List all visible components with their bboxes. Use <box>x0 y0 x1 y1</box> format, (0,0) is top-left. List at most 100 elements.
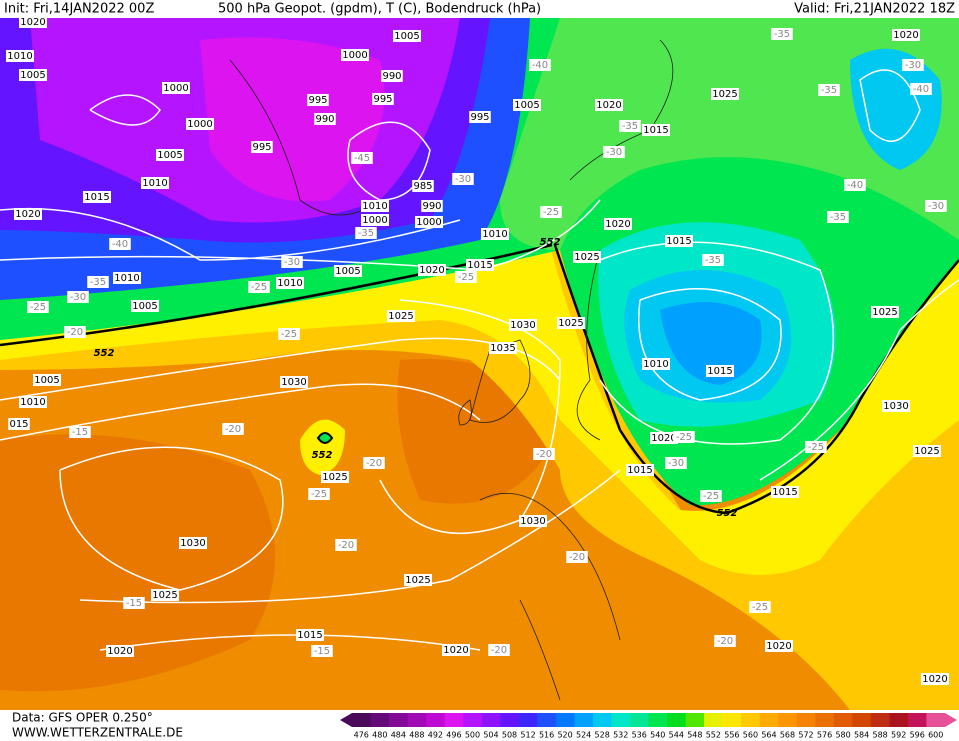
isobar-label-box <box>131 300 159 312</box>
isobar-label-box <box>442 644 470 656</box>
isobar-label: 995 <box>252 142 271 153</box>
isobar-label: 1025 <box>574 252 599 263</box>
temperature-label: -35 <box>622 121 638 132</box>
height-label: 552 <box>540 237 561 248</box>
colorbar-cell <box>555 713 575 727</box>
isobar-label: 1030 <box>510 320 535 331</box>
colorbar-label: 476 <box>354 731 369 740</box>
colorbar-cell <box>426 713 446 727</box>
colorbar-label: 544 <box>669 731 684 740</box>
temperature-label: -30 <box>455 174 471 185</box>
colorbar-label: 564 <box>761 731 776 740</box>
colorbar-cell <box>685 713 705 727</box>
temperature-label-box <box>67 291 89 303</box>
isobar-label: 015 <box>9 419 28 430</box>
isobar-label: 1015 <box>297 630 322 641</box>
isobar-label-box <box>418 264 446 276</box>
temperature-label-box <box>673 431 695 443</box>
isobar-label-box <box>642 358 670 370</box>
isobar-label-box <box>83 191 111 203</box>
isobar-label: 1020 <box>605 219 630 230</box>
colorbar-cell <box>648 713 668 727</box>
colorbar-cell <box>537 713 557 727</box>
colorbar-label: 524 <box>576 731 591 740</box>
colorbar-cell <box>407 713 427 727</box>
temperature-label: -20 <box>569 552 585 563</box>
temperature-label: -25 <box>281 329 297 340</box>
temperature-label: -35 <box>774 29 790 40</box>
height-label: 552 <box>312 450 333 461</box>
colorbar-cell <box>722 713 742 727</box>
colorbar-label: 484 <box>391 731 406 740</box>
isobar-label-box <box>19 16 47 28</box>
isobar-label: 1020 <box>419 265 444 276</box>
temperature-label-box <box>818 84 840 96</box>
height-label: 552 <box>717 508 738 519</box>
valid-time: Valid: Fri,21JAN2022 18Z <box>794 2 955 17</box>
isobar-label-box <box>626 464 654 476</box>
temperature-label: -30 <box>606 147 622 158</box>
temperature-label-box <box>566 551 588 563</box>
data-source: Data: GFS OPER 0.250° <box>12 711 153 725</box>
isobar-label: 1020 <box>922 674 947 685</box>
colorbar-label: 520 <box>557 731 572 740</box>
colorbar-cell <box>463 713 483 727</box>
isobar-label: 990 <box>422 201 441 212</box>
colorbar-cell <box>500 713 520 727</box>
isobar-label: 1010 <box>362 201 387 212</box>
temperature-label: -30 <box>928 201 944 212</box>
colorbar-label: 504 <box>483 731 498 740</box>
isobar-label: 1025 <box>712 89 737 100</box>
isobar-label-box <box>276 277 304 289</box>
isobar-label: 1000 <box>362 215 387 226</box>
temperature-label-box <box>619 120 641 132</box>
colorbar-label: 596 <box>910 731 925 740</box>
colorbar-label: 588 <box>873 731 888 740</box>
isobar-label: 1015 <box>772 487 797 498</box>
isobar-label-box <box>665 235 693 247</box>
isobar-label: 1025 <box>152 590 177 601</box>
temperature-label-box <box>910 83 932 95</box>
isobar-label-box <box>404 574 432 586</box>
height-label: 552 <box>94 348 115 359</box>
temperature-label: -30 <box>905 60 921 71</box>
isobar-label-box <box>415 216 443 228</box>
isobar-label-box <box>162 82 190 94</box>
isobar-label: 995 <box>308 95 327 106</box>
colorbar-label: 492 <box>428 731 443 740</box>
temperature-label: -35 <box>821 85 837 96</box>
isobar-label: 1015 <box>707 366 732 377</box>
colorbar-cell <box>389 713 409 727</box>
isobar-label-box <box>361 200 389 212</box>
temperature-label-box <box>488 644 510 656</box>
isobar-label: 1010 <box>20 397 45 408</box>
temperature-label-box <box>278 328 300 340</box>
colorbar-cell <box>370 713 390 727</box>
temperature-label: -25 <box>311 489 327 500</box>
temperature-label: -20 <box>338 540 354 551</box>
isobar-label-box <box>421 200 443 212</box>
colorbar-label: 532 <box>613 731 628 740</box>
isobar-label-box <box>8 418 30 430</box>
isobar-label-box <box>509 319 537 331</box>
isobar-label: 1010 <box>114 273 139 284</box>
temperature-label-box <box>355 227 377 239</box>
temperature-label-box <box>351 152 373 164</box>
temperature-label-box <box>702 254 724 266</box>
colorbar-cell <box>833 713 853 727</box>
isobar-label-box <box>466 259 494 271</box>
map-labels: 1020 1010 1005 1000 1000 1005 1010 1015 1020 995 9… <box>6 16 949 685</box>
colorbar-cell <box>741 713 761 727</box>
isobar-label: 1030 <box>883 401 908 412</box>
map-title: 500 hPa Geopot. (gpdm), T (C), Bodendruc… <box>218 2 541 17</box>
colorbar-cell <box>611 713 631 727</box>
isobar-label: 1020 <box>20 17 45 28</box>
colorbar-cell <box>796 713 816 727</box>
temperature-label: -25 <box>251 282 267 293</box>
temperature-label-box <box>281 256 303 268</box>
temperature-label: -20 <box>366 458 382 469</box>
isobar-label: 1015 <box>84 192 109 203</box>
isobar-label: 1025 <box>914 446 939 457</box>
isobar-label-box <box>113 272 141 284</box>
isobar-label: 1010 <box>482 229 507 240</box>
